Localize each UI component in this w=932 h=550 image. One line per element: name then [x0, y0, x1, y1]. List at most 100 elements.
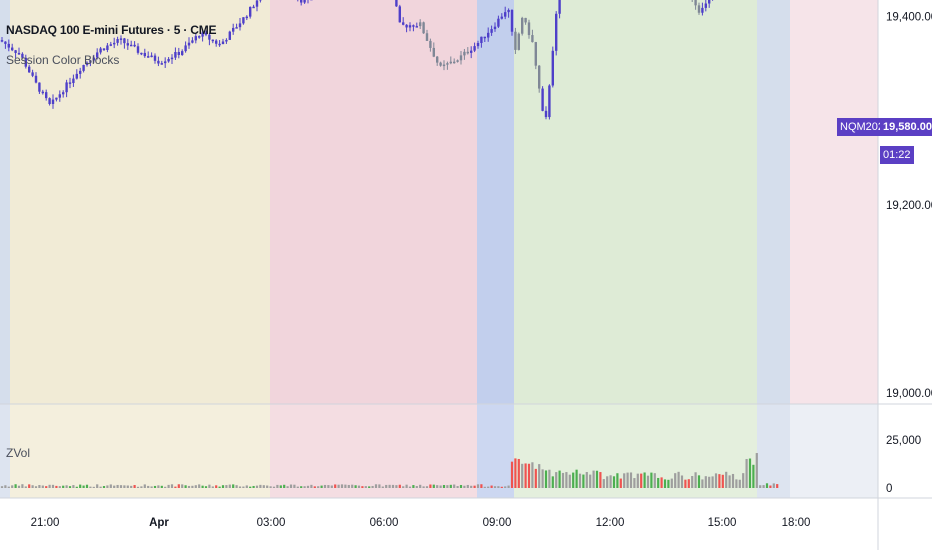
candle-body [102, 48, 106, 51]
volume-bar [442, 484, 446, 488]
volume-bar [79, 484, 82, 488]
volume-bar [606, 476, 609, 488]
volume-bar [595, 470, 599, 488]
volume-bar [755, 453, 758, 488]
symbol-title[interactable]: NASDAQ 100 E-mini Futures · 5 · CME [6, 23, 217, 37]
volume-bar [527, 463, 531, 488]
candle-body [504, 12, 507, 17]
candle-body [442, 64, 446, 67]
candle-body [184, 45, 187, 52]
candle-body [446, 63, 449, 65]
volume-bar [191, 485, 194, 488]
candle-body [191, 40, 194, 43]
volume-bar [164, 486, 167, 488]
candle-body [31, 72, 34, 76]
volume-bar [116, 484, 119, 488]
candle-body [153, 55, 157, 61]
volume-bar [490, 485, 493, 488]
candle-body [252, 6, 255, 9]
candle-body [432, 47, 435, 57]
candle-body [116, 39, 119, 43]
volume-bar [446, 485, 449, 488]
volume-bar [323, 484, 327, 488]
volume-bar [548, 469, 551, 488]
volume-bar [391, 484, 395, 488]
candle-body [140, 52, 143, 55]
volume-bar [429, 484, 432, 488]
candle-body [82, 65, 85, 71]
volume-bar [578, 473, 582, 488]
volume-bar [4, 485, 7, 488]
time-tick-label: Apr [149, 517, 169, 529]
candle-body [28, 66, 31, 73]
session-block-future [790, 0, 878, 404]
volume-bar [0, 486, 4, 488]
volume-bar [72, 485, 75, 488]
candle-body [14, 50, 17, 53]
candle-body [493, 26, 497, 30]
candle-body [463, 51, 466, 56]
volume-bar [517, 458, 520, 488]
volume-bar [153, 485, 157, 488]
volume-bar [544, 470, 548, 488]
candle-body [48, 98, 51, 104]
volume-bar [242, 486, 245, 488]
volume-bar [745, 458, 748, 488]
volume-bar [65, 485, 68, 488]
volume-indicator-legend[interactable]: ZVol [6, 446, 31, 460]
volume-bar [385, 484, 388, 488]
volume-bar [266, 485, 269, 488]
volume-bar [575, 469, 578, 488]
volume-bar [718, 474, 721, 488]
volume-bar [58, 486, 61, 488]
volume-bar [551, 476, 554, 488]
session-block-after [764, 0, 790, 404]
candle-body [157, 60, 160, 64]
volume-bar [609, 475, 612, 488]
candle-body [708, 0, 711, 4]
volume-bar [721, 474, 724, 488]
volume-bar [211, 486, 214, 488]
volume-bar [235, 485, 238, 488]
candle-body [215, 40, 218, 44]
time-tick-label: 12:00 [596, 517, 625, 529]
candle-body [235, 27, 238, 29]
volume-bar [476, 484, 480, 488]
candle-body [483, 36, 486, 39]
indicator-legend[interactable]: Session Color Blocks [6, 53, 120, 67]
candle-body [704, 3, 707, 8]
candle-body [228, 31, 231, 40]
volume-bar [126, 485, 129, 488]
session-block-asia [10, 0, 270, 404]
volume-bar [204, 486, 208, 488]
candle-body [109, 44, 112, 46]
volume-bar [714, 473, 718, 488]
candle-body [208, 34, 211, 40]
candle-body [405, 24, 408, 28]
volume-bar [140, 486, 143, 488]
candle-body [68, 82, 72, 84]
volume-bar [626, 472, 629, 488]
candle-body [211, 39, 214, 42]
volume-bar [643, 472, 646, 488]
volume-bar [310, 484, 313, 488]
candle-body [422, 22, 425, 34]
volume-bar [735, 479, 738, 488]
session-block-premarket [477, 0, 514, 404]
volume-bar [130, 485, 133, 488]
volume-bar [133, 485, 136, 488]
candle-body [470, 50, 473, 53]
candle-body [181, 51, 184, 55]
candle-body [92, 57, 95, 61]
volume-bar [419, 484, 422, 488]
volume-bar [470, 485, 473, 488]
countdown-tag: 01:22 [880, 146, 914, 164]
candle-body [79, 70, 82, 74]
volume-bar [92, 486, 95, 488]
candle-body [497, 18, 500, 27]
candle-body [697, 5, 701, 13]
candle-body [524, 17, 527, 23]
volume-bar [534, 468, 537, 488]
volume-bar [55, 485, 58, 488]
